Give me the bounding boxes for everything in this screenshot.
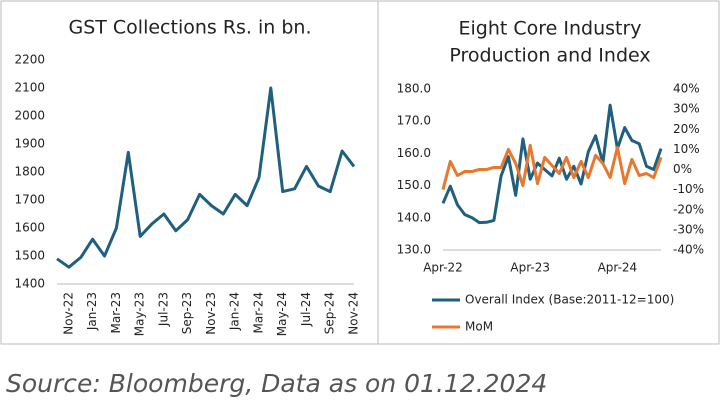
y-tick-label: 2200 (14, 53, 45, 67)
frame (0, 0, 720, 345)
x-tick-label: Sep-23 (180, 292, 194, 334)
y2-tick-label: 40% (673, 82, 700, 96)
series-line (441, 103, 663, 225)
x-tick-label: Apr-24 (598, 261, 638, 275)
y2-tick-label: 30% (673, 102, 700, 116)
y2-tick-label: 0% (673, 162, 692, 176)
series-line (441, 143, 663, 190)
x-tick-label: Mar-24 (251, 292, 265, 333)
y2-tick-label: -40% (673, 243, 704, 257)
y-tick-label: 1700 (14, 193, 45, 207)
chart-title: GST Collections Rs. in bn. (68, 17, 311, 39)
x-tick-label: May-24 (275, 292, 289, 336)
y-tick-label: 140.0 (397, 210, 431, 224)
y-tick-label: 130.0 (397, 243, 431, 257)
y2-tick-label: 20% (673, 122, 700, 136)
y2-tick-label: -20% (673, 202, 704, 216)
y-tick-label: 1800 (14, 165, 45, 179)
y2-tick-label: -30% (673, 222, 704, 236)
x-tick-label: Jan-23 (85, 292, 99, 331)
y-tick-label: 160.0 (397, 146, 431, 160)
y-tick-label: 150.0 (397, 178, 431, 192)
y-tick-label: 1400 (14, 277, 45, 291)
y-tick-label: 1900 (14, 137, 45, 151)
x-tick-label: May-23 (133, 292, 147, 336)
legend-label: MoM (465, 320, 493, 334)
x-tick-label: Nov-24 (347, 292, 361, 335)
series-line (56, 86, 356, 269)
legend-label: Overall Index (Base:2011-12=100) (465, 293, 674, 307)
x-tick-label: Jan-24 (228, 292, 242, 331)
y-tick-label: 2000 (14, 109, 45, 123)
x-tick-label: Apr-22 (423, 261, 463, 275)
y-tick-label: 170.0 (397, 114, 431, 128)
y-tick-label: 1500 (14, 249, 45, 263)
x-tick-label: Nov-23 (204, 292, 218, 335)
x-tick-label: Sep-24 (323, 292, 337, 334)
x-tick-label: Nov-22 (61, 292, 75, 335)
x-tick-label: Jul-24 (299, 292, 313, 327)
source-note: Source: Bloomberg, Data as on 01.12.2024 (6, 369, 547, 398)
chart-title: Eight Core Industry (458, 18, 641, 40)
x-tick-label: Jul-23 (156, 292, 170, 327)
y-tick-label: 180.0 (397, 82, 431, 96)
y-tick-label: 1600 (14, 221, 45, 235)
y2-tick-label: -10% (673, 182, 704, 196)
y2-tick-label: 10% (673, 142, 700, 156)
x-tick-label: Apr-23 (510, 261, 550, 275)
x-tick-label: Mar-23 (109, 292, 123, 333)
chart-title: Production and Index (449, 45, 650, 67)
y-tick-label: 2100 (14, 81, 45, 95)
